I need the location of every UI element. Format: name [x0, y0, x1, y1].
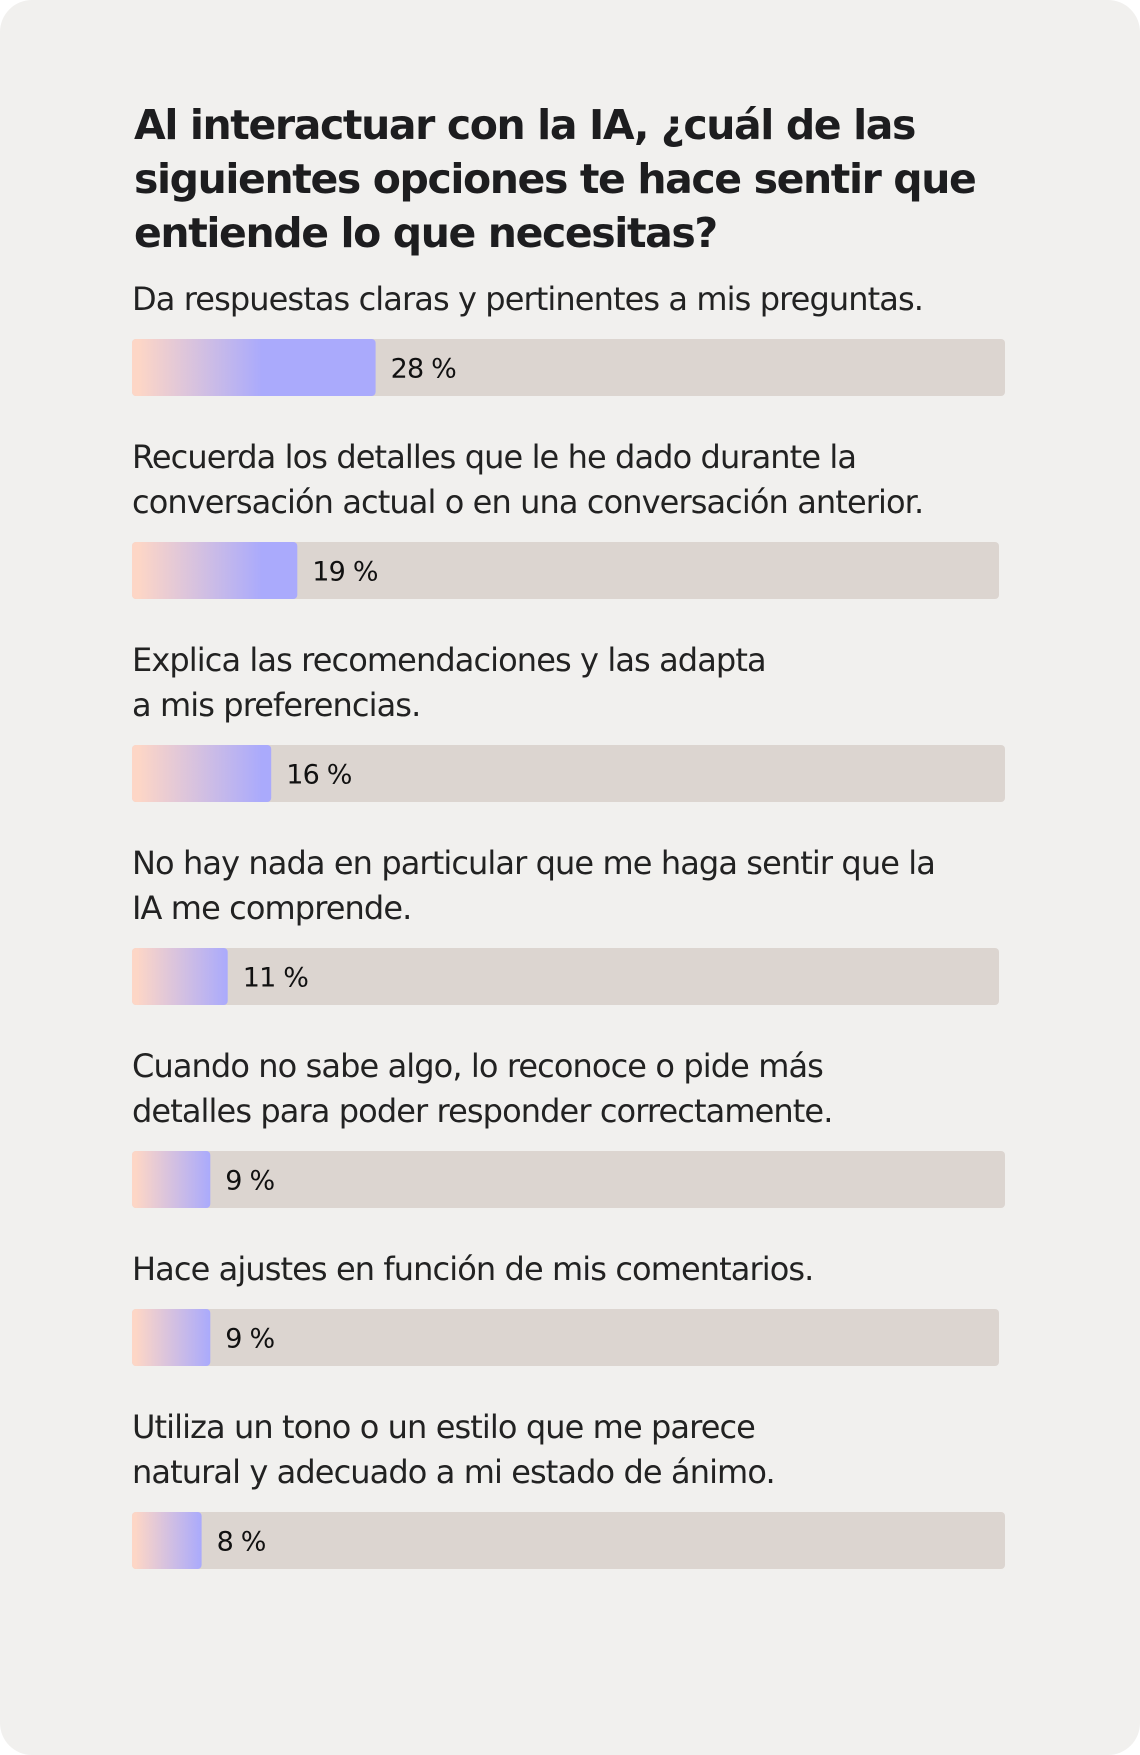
- bar-row: No hay nada en particular que me haga se…: [132, 844, 999, 1005]
- bar-track: [132, 1309, 999, 1366]
- value-label: 8 %: [217, 1527, 266, 1558]
- bar-row: Cuando no sabe algo, lo reconoce o pide …: [132, 1047, 1005, 1208]
- bar: [132, 745, 272, 802]
- category-label: a mis preferencias.: [132, 686, 420, 724]
- category-label: Explica las recomendaciones y las adapta: [132, 641, 766, 679]
- value-label: 11 %: [243, 963, 309, 994]
- category-label: Hace ajustes en función de mis comentari…: [132, 1250, 813, 1288]
- category-label: No hay nada en particular que me haga se…: [132, 844, 935, 882]
- category-label: Utiliza un tono o un estilo que me parec…: [132, 1408, 755, 1446]
- bar: [132, 1309, 211, 1366]
- value-label: 9 %: [225, 1324, 274, 1355]
- chart-title: Al interactuar con la IA, ¿cuál de las s…: [134, 101, 977, 257]
- bar: [132, 542, 298, 599]
- bar-row: Da respuestas claras y pertinentes a mis…: [132, 280, 1005, 396]
- bar-track: [132, 1151, 1005, 1208]
- value-label: 9 %: [225, 1166, 274, 1197]
- bar-row: Recuerda los detalles que le he dado dur…: [132, 438, 999, 599]
- category-label: conversación actual o en una conversació…: [132, 483, 923, 521]
- bar: [132, 1151, 211, 1208]
- bar: [132, 1512, 202, 1569]
- value-label: 28 %: [391, 354, 457, 385]
- value-label: 16 %: [286, 760, 352, 791]
- category-label: detalles para poder responder correctame…: [132, 1092, 832, 1130]
- bar-track: [132, 542, 999, 599]
- bar-track: [132, 1512, 1005, 1569]
- category-label: Recuerda los detalles que le he dado dur…: [132, 438, 856, 476]
- bar-track: [132, 948, 999, 1005]
- bar-track: [132, 745, 1005, 802]
- category-label: Cuando no sabe algo, lo reconoce o pide …: [132, 1047, 823, 1085]
- category-label: natural y adecuado a mi estado de ánimo.: [132, 1453, 775, 1491]
- bar-row: Explica las recomendaciones y las adapta…: [132, 641, 1005, 802]
- bar-row: Hace ajustes en función de mis comentari…: [132, 1250, 999, 1366]
- bar: [132, 339, 376, 396]
- category-label: IA me comprende.: [132, 889, 411, 927]
- value-label: 19 %: [312, 557, 378, 588]
- category-label: Da respuestas claras y pertinentes a mis…: [132, 280, 923, 318]
- bar: [132, 948, 228, 1005]
- bar-row: Utiliza un tono o un estilo que me parec…: [132, 1408, 1005, 1569]
